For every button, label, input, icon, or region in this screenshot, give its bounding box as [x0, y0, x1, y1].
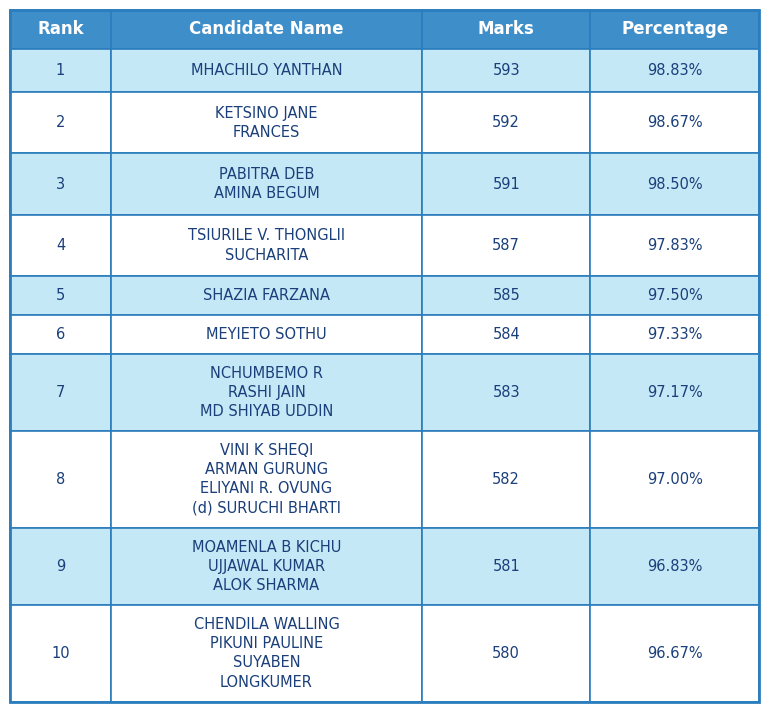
- Text: 593: 593: [492, 63, 520, 78]
- Bar: [10, 276, 111, 315]
- Text: 7: 7: [56, 385, 65, 400]
- Text: 592: 592: [492, 115, 520, 130]
- Text: KETSINO JANE
FRANCES: KETSINO JANE FRANCES: [215, 105, 318, 140]
- Bar: [591, 49, 759, 92]
- Bar: [111, 92, 422, 153]
- Bar: [10, 92, 111, 153]
- Bar: [422, 604, 591, 702]
- Text: 2: 2: [56, 115, 65, 130]
- Bar: [591, 153, 759, 215]
- Bar: [111, 604, 422, 702]
- Bar: [422, 153, 591, 215]
- Text: SHAZIA FARZANA: SHAZIA FARZANA: [203, 288, 330, 303]
- Bar: [422, 276, 591, 315]
- Bar: [10, 315, 111, 354]
- Text: Rank: Rank: [37, 21, 84, 38]
- Text: 584: 584: [492, 327, 520, 342]
- Bar: [111, 276, 422, 315]
- Bar: [422, 354, 591, 431]
- Text: 591: 591: [492, 177, 520, 192]
- Bar: [422, 215, 591, 276]
- Bar: [422, 10, 591, 49]
- Bar: [111, 49, 422, 92]
- Bar: [10, 604, 111, 702]
- Text: 98.83%: 98.83%: [647, 63, 702, 78]
- Text: 581: 581: [492, 559, 520, 574]
- Text: 10: 10: [52, 646, 70, 661]
- Text: Percentage: Percentage: [621, 21, 728, 38]
- Bar: [10, 49, 111, 92]
- Bar: [591, 92, 759, 153]
- Bar: [591, 528, 759, 604]
- Text: 97.33%: 97.33%: [647, 327, 702, 342]
- Text: MEYIETO SOTHU: MEYIETO SOTHU: [206, 327, 327, 342]
- Bar: [422, 431, 591, 528]
- Text: 587: 587: [492, 238, 520, 253]
- Bar: [10, 153, 111, 215]
- Text: 4: 4: [56, 238, 65, 253]
- Bar: [111, 153, 422, 215]
- Bar: [111, 528, 422, 604]
- Bar: [591, 431, 759, 528]
- Bar: [422, 92, 591, 153]
- Text: 6: 6: [56, 327, 65, 342]
- Bar: [591, 354, 759, 431]
- Bar: [111, 431, 422, 528]
- Text: PABITRA DEB
AMINA BEGUM: PABITRA DEB AMINA BEGUM: [214, 167, 319, 201]
- Text: 585: 585: [492, 288, 520, 303]
- Text: 97.50%: 97.50%: [647, 288, 703, 303]
- Text: 582: 582: [492, 472, 520, 487]
- Text: MHACHILO YANTHAN: MHACHILO YANTHAN: [191, 63, 342, 78]
- Text: VINI K SHEQI
ARMAN GURUNG
ELIYANI R. OVUNG
(d) SURUCHI BHARTI: VINI K SHEQI ARMAN GURUNG ELIYANI R. OVU…: [192, 443, 341, 515]
- Text: 96.83%: 96.83%: [647, 559, 702, 574]
- Text: 1: 1: [56, 63, 65, 78]
- Bar: [422, 528, 591, 604]
- Bar: [111, 315, 422, 354]
- Bar: [591, 10, 759, 49]
- Text: 583: 583: [492, 385, 520, 400]
- Bar: [10, 431, 111, 528]
- Bar: [10, 215, 111, 276]
- Text: 97.17%: 97.17%: [647, 385, 703, 400]
- Text: 97.00%: 97.00%: [647, 472, 703, 487]
- Text: 98.67%: 98.67%: [647, 115, 703, 130]
- Bar: [591, 315, 759, 354]
- Text: 9: 9: [56, 559, 65, 574]
- Bar: [10, 10, 111, 49]
- Bar: [111, 10, 422, 49]
- Bar: [591, 276, 759, 315]
- Text: 580: 580: [492, 646, 520, 661]
- Text: 3: 3: [56, 177, 65, 192]
- Text: 8: 8: [56, 472, 65, 487]
- Bar: [422, 315, 591, 354]
- Text: MOAMENLA B KICHU
UJJAWAL KUMAR
ALOK SHARMA: MOAMENLA B KICHU UJJAWAL KUMAR ALOK SHAR…: [191, 540, 341, 593]
- Text: 98.50%: 98.50%: [647, 177, 703, 192]
- Bar: [10, 354, 111, 431]
- Bar: [111, 215, 422, 276]
- Text: Candidate Name: Candidate Name: [189, 21, 344, 38]
- Text: CHENDILA WALLING
PIKUNI PAULINE
SUYABEN
LONGKUMER: CHENDILA WALLING PIKUNI PAULINE SUYABEN …: [194, 617, 339, 690]
- Text: 96.67%: 96.67%: [647, 646, 703, 661]
- Bar: [591, 604, 759, 702]
- Text: TSIURILE V. THONGLII
SUCHARITA: TSIURILE V. THONGLII SUCHARITA: [188, 229, 345, 263]
- Text: Marks: Marks: [478, 21, 534, 38]
- Text: 5: 5: [56, 288, 65, 303]
- Bar: [10, 528, 111, 604]
- Text: NCHUMBEMO R
RASHI JAIN
MD SHIYAB UDDIN: NCHUMBEMO R RASHI JAIN MD SHIYAB UDDIN: [200, 366, 333, 419]
- Bar: [111, 354, 422, 431]
- Bar: [591, 215, 759, 276]
- Bar: [422, 49, 591, 92]
- Text: 97.83%: 97.83%: [647, 238, 703, 253]
